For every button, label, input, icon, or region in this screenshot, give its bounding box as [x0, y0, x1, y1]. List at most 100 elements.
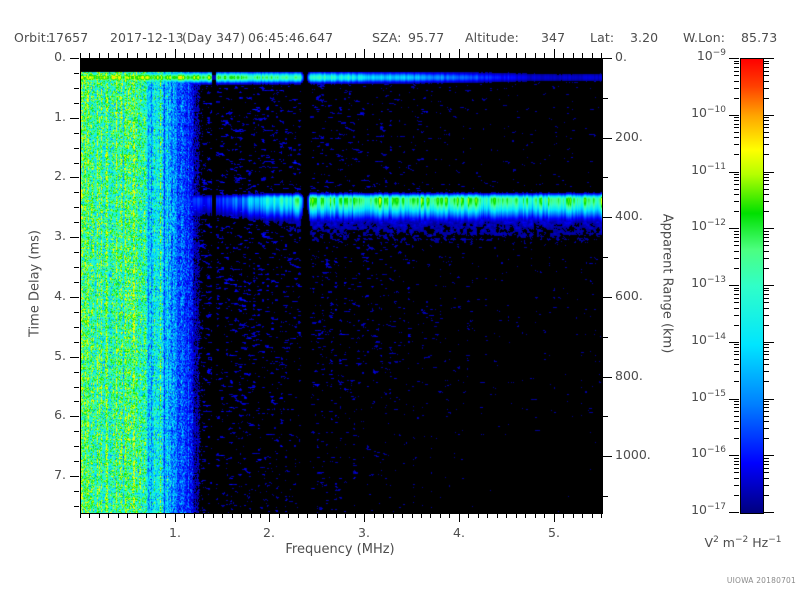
colorbar-minor-tick-left — [734, 347, 739, 348]
x-major-tick-top — [554, 49, 555, 58]
colorbar-tick-label: 10−17 — [691, 501, 726, 517]
x-minor-tick — [592, 513, 593, 518]
x-minor-tick-top — [582, 53, 583, 58]
x-minor-tick-top — [393, 53, 394, 58]
x-minor-tick — [307, 513, 308, 518]
colorbar-minor-tick-left — [734, 98, 739, 99]
x-minor-tick — [355, 513, 356, 518]
x-minor-tick — [506, 513, 507, 518]
colorbar-major-tick-right — [764, 285, 774, 286]
x-minor-tick-top — [137, 53, 138, 58]
colorbar-minor-tick-right — [764, 231, 769, 232]
y-minor-tick — [74, 148, 79, 149]
x-minor-tick — [260, 513, 261, 518]
y-minor-tick — [74, 133, 79, 134]
x-minor-tick-top — [516, 53, 517, 58]
colorbar-major-tick-right — [764, 172, 774, 173]
colorbar-minor-tick-right — [764, 404, 769, 405]
altitude-label: Altitude: — [465, 30, 519, 45]
x-tick-label: 2. — [263, 525, 275, 540]
x-minor-tick-top — [449, 53, 450, 58]
x-minor-tick-top — [468, 53, 469, 58]
colorbar-minor-tick-right — [764, 180, 769, 181]
x-minor-tick — [440, 513, 441, 518]
x-minor-tick-top — [99, 53, 100, 58]
y2-minor-tick — [603, 337, 608, 338]
colorbar-minor-tick-right — [764, 258, 769, 259]
y-minor-tick — [74, 372, 79, 373]
colorbar-minor-tick-right — [764, 67, 769, 68]
colorbar-minor-tick-right — [764, 351, 769, 352]
colorbar-minor-tick-left — [734, 315, 739, 316]
x-minor-tick — [336, 513, 337, 518]
x-minor-tick-top — [487, 53, 488, 58]
x-minor-tick — [430, 513, 431, 518]
y-tick-label: 6. — [54, 407, 66, 422]
x-minor-tick — [573, 513, 574, 518]
y-minor-tick — [74, 267, 79, 268]
x-minor-tick-top — [563, 53, 564, 58]
colorbar-minor-tick-left — [734, 354, 739, 355]
colorbar-minor-tick-right — [764, 458, 769, 459]
colorbar-minor-tick-right — [764, 241, 769, 242]
x-minor-tick — [449, 513, 450, 518]
x-minor-tick-top — [89, 53, 90, 58]
colorbar-minor-tick-right — [764, 461, 769, 462]
colorbar-minor-tick-right — [764, 371, 769, 372]
colorbar-minor-tick-right — [764, 401, 769, 402]
x-minor-tick — [487, 513, 488, 518]
colorbar-minor-tick-right — [764, 416, 769, 417]
colorbar-minor-tick-left — [734, 81, 739, 82]
colorbar-tick-label: 10−15 — [691, 388, 726, 404]
colorbar-major-tick-left — [729, 342, 739, 343]
colorbar-minor-tick-left — [734, 132, 739, 133]
colorbar-minor-tick-left — [734, 294, 739, 295]
colorbar-minor-tick-left — [734, 144, 739, 145]
colorbar-minor-tick-right — [764, 201, 769, 202]
colorbar-minor-tick-left — [734, 75, 739, 76]
colorbar-minor-tick-right — [764, 308, 769, 309]
colorbar-tick-label: 10−14 — [691, 331, 726, 347]
colorbar-minor-tick-left — [734, 302, 739, 303]
y-major-tick — [70, 58, 79, 59]
y-minor-tick — [74, 222, 79, 223]
x-minor-tick — [241, 513, 242, 518]
x-major-tick — [175, 513, 176, 522]
y-minor-tick — [74, 312, 79, 313]
altitude-value: 347 — [541, 30, 566, 45]
colorbar-minor-tick-left — [734, 461, 739, 462]
x-minor-tick-top — [213, 53, 214, 58]
colorbar-minor-tick-right — [764, 137, 769, 138]
x-minor-tick-top — [260, 53, 261, 58]
colorbar-minor-tick-right — [764, 245, 769, 246]
x-minor-tick — [326, 513, 327, 518]
x-minor-tick — [222, 513, 223, 518]
x-minor-tick-top — [288, 53, 289, 58]
y2-major-tick — [603, 456, 612, 457]
colorbar-minor-tick-left — [734, 364, 739, 365]
y-major-tick — [70, 416, 79, 417]
colorbar-minor-tick-right — [764, 189, 769, 190]
x-axis-title: Frequency (MHz) — [285, 542, 395, 557]
x-minor-tick-top — [592, 53, 593, 58]
x-minor-tick-top — [251, 53, 252, 58]
wlon-label: W.Lon: — [683, 30, 726, 45]
x-minor-tick — [478, 513, 479, 518]
y-tick-label: 2. — [54, 168, 66, 183]
colorbar-minor-tick-left — [734, 411, 739, 412]
colorbar-minor-tick-left — [734, 381, 739, 382]
colorbar-minor-tick-left — [734, 464, 739, 465]
y-minor-tick — [74, 387, 79, 388]
x-minor-tick-top — [156, 53, 157, 58]
colorbar-minor-tick-left — [734, 137, 739, 138]
y-minor-tick — [74, 431, 79, 432]
colorbar-minor-tick-left — [734, 154, 739, 155]
colorbar-minor-tick-right — [764, 495, 769, 496]
colorbar-minor-tick-left — [734, 177, 739, 178]
orbit-value: 17657 — [48, 30, 89, 45]
y-minor-tick — [74, 207, 79, 208]
colorbar-minor-tick-right — [764, 237, 769, 238]
x-minor-tick — [393, 513, 394, 518]
colorbar-minor-tick-left — [734, 251, 739, 252]
x-minor-tick — [298, 513, 299, 518]
